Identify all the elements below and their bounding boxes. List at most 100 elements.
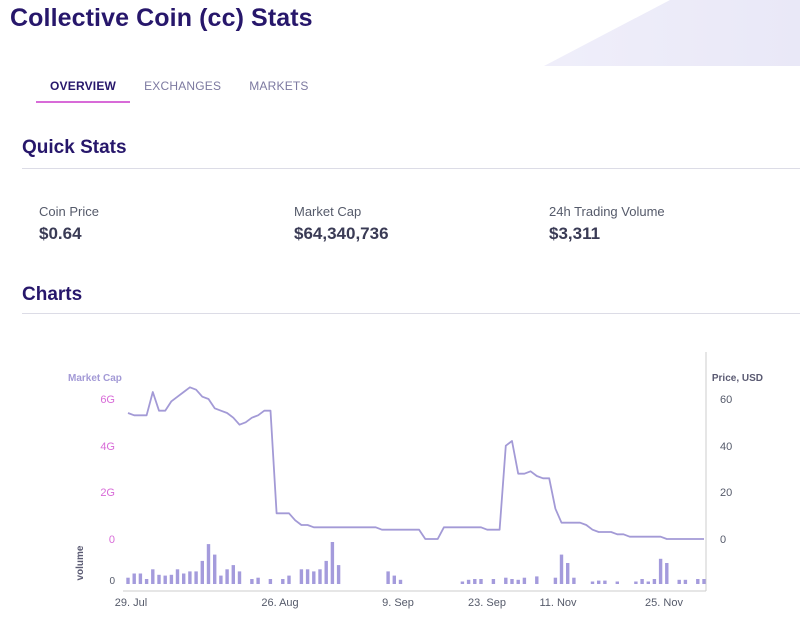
stat-value: $3,311	[549, 224, 601, 243]
left-tick-0: 0	[109, 534, 115, 546]
page-title: Collective Coin (cc) Stats	[10, 4, 313, 32]
volume-bar	[522, 577, 527, 584]
volume-bar	[132, 573, 136, 584]
volume-bar	[312, 571, 316, 584]
volume-axis-title: volume	[75, 545, 86, 580]
stat-coin-price: Coin Price $0.64	[39, 204, 99, 244]
volume-bar	[702, 579, 706, 584]
volume-bar	[696, 579, 700, 584]
volume-bar	[559, 554, 564, 584]
volume-bar	[566, 563, 570, 584]
right-tick-40: 40	[720, 441, 732, 453]
x-tick-label: 9. Sep	[382, 597, 414, 609]
volume-bar	[144, 579, 149, 584]
volume-bar	[658, 558, 663, 584]
left-axis-title: Market Cap	[68, 373, 122, 384]
volume-bar	[590, 581, 595, 584]
right-tick-60: 60	[720, 394, 732, 406]
volume-bar	[634, 581, 638, 584]
stat-label: Market Cap	[294, 204, 362, 219]
volume-bar	[318, 569, 322, 584]
volume-bar	[169, 574, 174, 584]
volume-bar	[256, 577, 260, 584]
volume-bar	[336, 565, 341, 584]
volume-bar	[175, 569, 180, 584]
volume-bar	[597, 580, 601, 584]
volume-bar	[163, 575, 167, 584]
volume-bar	[504, 577, 508, 584]
volume-bars	[126, 542, 706, 584]
volume-bar	[225, 569, 229, 584]
volume-bar	[157, 574, 161, 584]
volume-bar	[250, 579, 254, 584]
volume-bar	[330, 542, 335, 584]
volume-bar	[665, 563, 669, 584]
volume-bar	[640, 579, 644, 584]
volume-bar	[392, 575, 396, 584]
volume-bar	[516, 579, 520, 584]
tab-bar: OVERVIEW EXCHANGES MARKETS	[36, 76, 323, 103]
volume-bar	[615, 581, 619, 584]
volume-bar	[652, 579, 657, 584]
volume-bar	[683, 579, 688, 584]
volume-bar	[386, 571, 390, 584]
left-tick-2g: 2G	[100, 487, 115, 499]
volume-bar	[219, 575, 223, 584]
volume-bar	[281, 579, 285, 584]
volume-bar	[572, 577, 576, 584]
x-tick-label: 25. Nov	[645, 597, 683, 609]
volume-bar	[188, 571, 192, 584]
tab-overview[interactable]: OVERVIEW	[36, 76, 131, 103]
volume-bar	[460, 581, 465, 584]
volume-bar	[466, 579, 471, 584]
volume-bar	[138, 573, 143, 584]
volume-bar	[473, 579, 477, 584]
volume-bar	[126, 577, 130, 584]
volume-bar	[491, 579, 496, 584]
charts-divider	[22, 313, 800, 314]
tab-exchanges[interactable]: EXCHANGES	[144, 79, 222, 93]
charts-heading: Charts	[22, 284, 83, 305]
right-tick-20: 20	[720, 487, 732, 499]
volume-bar	[324, 560, 328, 584]
tab-markets[interactable]: MARKETS	[249, 79, 309, 93]
volume-bar	[553, 577, 558, 584]
volume-bar	[603, 580, 607, 584]
stat-value: $64,340,736	[294, 224, 389, 243]
volume-tick-0: 0	[109, 576, 115, 587]
volume-bar	[398, 579, 403, 584]
quick-stats-divider	[22, 168, 800, 169]
volume-bar	[305, 569, 310, 584]
volume-bar	[194, 571, 198, 584]
stat-label: 24h Trading Volume	[549, 204, 665, 219]
volume-bar	[287, 575, 291, 584]
stat-label: Coin Price	[39, 204, 99, 219]
price-series-line	[127, 386, 704, 540]
x-tick-label: 11. Nov	[539, 597, 577, 609]
volume-bar	[268, 579, 273, 584]
left-tick-4g: 4G	[100, 441, 115, 453]
volume-bar	[231, 565, 235, 584]
stat-trading-volume: 24h Trading Volume $3,311	[549, 204, 665, 244]
left-tick-6g: 6G	[100, 394, 115, 406]
volume-bar	[677, 579, 681, 584]
volume-bar	[510, 579, 514, 584]
x-tick-label: 29. Jul	[115, 597, 147, 609]
quick-stats-heading: Quick Stats	[22, 137, 127, 158]
volume-bar	[213, 554, 217, 584]
volume-bar	[151, 569, 155, 584]
volume-bar	[646, 581, 650, 584]
volume-bar	[479, 579, 483, 584]
volume-bar	[299, 569, 304, 584]
right-axis-title: Price, USD	[712, 373, 763, 384]
volume-bar	[535, 576, 539, 584]
volume-bar	[237, 571, 242, 584]
volume-bar	[206, 544, 211, 584]
right-tick-0: 0	[720, 534, 726, 546]
volume-bar	[182, 573, 186, 584]
stat-market-cap: Market Cap $64,340,736	[294, 204, 389, 244]
stat-value: $0.64	[39, 224, 82, 243]
x-tick-label: 26. Aug	[261, 597, 298, 609]
x-tick-label: 23. Sep	[468, 597, 506, 609]
volume-bar	[200, 560, 204, 584]
